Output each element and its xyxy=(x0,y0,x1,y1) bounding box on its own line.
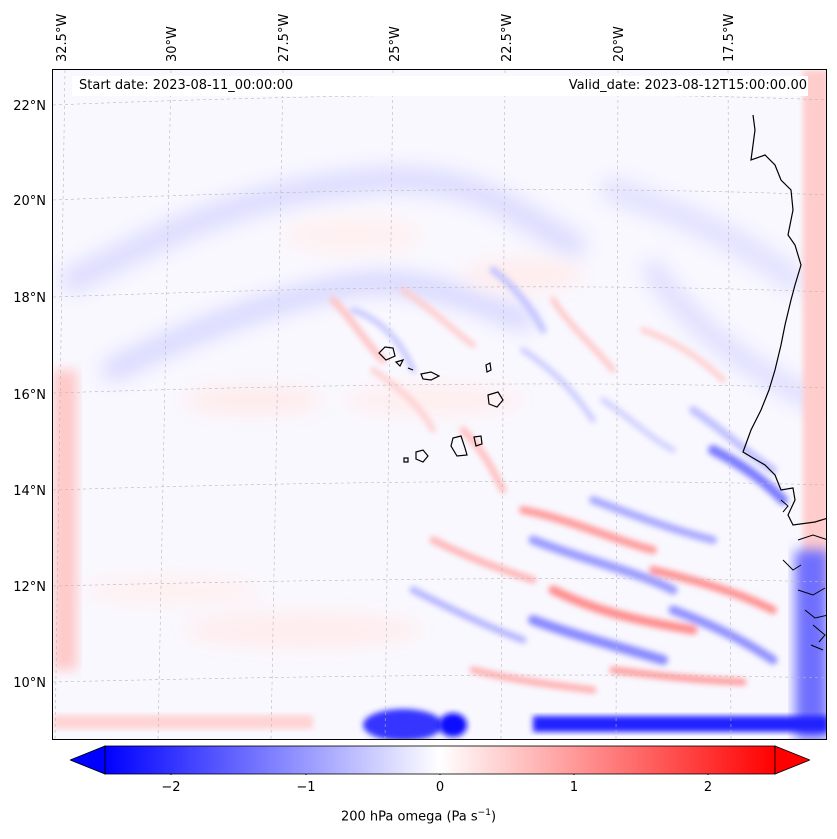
east-edge-red-strip xyxy=(803,70,826,590)
south-edge-red-strip xyxy=(53,715,313,729)
lat-label-12n: 12°N xyxy=(13,580,46,595)
streaks-central xyxy=(329,266,777,494)
lat-label-20n: 20°N xyxy=(13,194,46,209)
colorbar-tick-1: 1 xyxy=(569,780,579,795)
lat-label-22n: 22°N xyxy=(13,99,46,114)
south-blue-core xyxy=(439,713,467,737)
lon-label-20w: 20°W xyxy=(612,26,627,62)
valid-date-label: Valid_date: 2023-08-12T15:00:00.00 xyxy=(568,78,807,93)
colorbar-tick-neg1: −1 xyxy=(296,780,316,795)
lat-label-16n: 16°N xyxy=(13,388,46,403)
south-edge-blue-strip xyxy=(533,716,826,732)
omega-map xyxy=(52,69,827,740)
lon-label-32-5w: 32.5°W xyxy=(55,13,70,62)
colorbar-gradient xyxy=(104,745,776,775)
lon-label-22-5w: 22.5°W xyxy=(500,13,515,62)
south-blue-blob xyxy=(363,709,443,739)
colorbar-tick-marks xyxy=(170,774,709,775)
lat-label-14n: 14°N xyxy=(13,484,46,499)
cape-verde-islands xyxy=(378,346,504,463)
colorbar-max-extend xyxy=(774,745,810,775)
west-edge-red-strip xyxy=(53,370,77,670)
colorbar-tick-neg2: −2 xyxy=(161,780,181,795)
lat-label-10n: 10°N xyxy=(13,676,46,691)
africa-coastline xyxy=(742,114,826,526)
start-date-label: Start date: 2023-08-11_00:00:00 xyxy=(79,78,294,93)
blue-bands-north xyxy=(60,166,823,410)
lon-label-30w: 30°W xyxy=(165,26,180,62)
lat-label-18n: 18°N xyxy=(13,291,46,306)
map-canvas xyxy=(53,70,826,739)
streaks-south xyxy=(409,445,788,694)
colorbar-min-extend xyxy=(70,745,106,775)
map-title-bar xyxy=(72,76,808,96)
lon-label-27-5w: 27.5°W xyxy=(277,13,292,62)
colorbar-label: 200 hPa omega (Pa s−1) xyxy=(340,808,497,825)
gridlines xyxy=(53,70,826,739)
colorbar xyxy=(70,745,810,775)
colorbar-tick-0: 0 xyxy=(435,780,445,795)
lon-label-17-5w: 17.5°W xyxy=(722,13,737,62)
coast-inlet-1 xyxy=(780,499,826,651)
colorbar-tick-2: 2 xyxy=(703,780,713,795)
red-patches-north xyxy=(83,217,583,648)
lon-label-25w: 25°W xyxy=(388,26,403,62)
